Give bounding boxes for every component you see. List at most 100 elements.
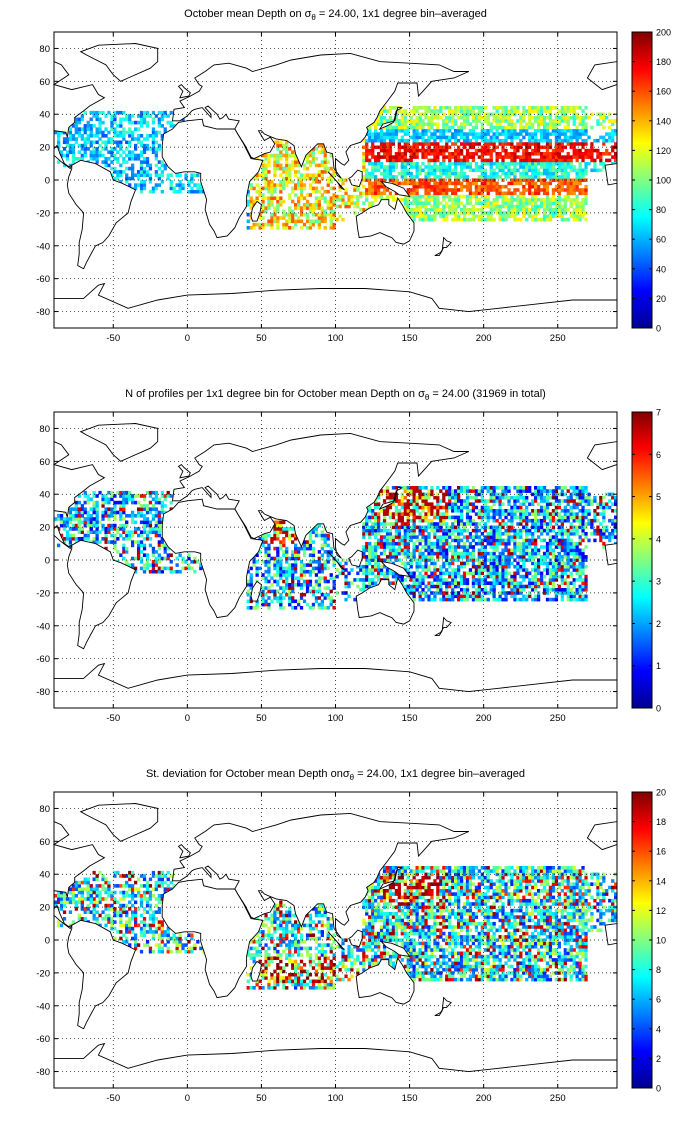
data-cell xyxy=(374,541,378,546)
data-cell xyxy=(421,214,425,219)
data-cell xyxy=(460,528,464,533)
data-cell xyxy=(540,115,544,120)
data-cell xyxy=(95,517,99,521)
data-cell xyxy=(457,217,461,222)
data-cell xyxy=(89,140,93,145)
data-cell xyxy=(400,561,404,566)
data-cell xyxy=(276,222,280,227)
data-cell xyxy=(400,581,404,585)
data-cell xyxy=(332,226,336,230)
data-cell xyxy=(477,594,481,599)
data-cell xyxy=(347,594,351,599)
data-cell xyxy=(516,168,520,173)
data-cell xyxy=(297,206,301,210)
data-cell xyxy=(353,578,357,582)
data-cell xyxy=(525,165,529,169)
data-cell xyxy=(507,135,511,140)
data-cell xyxy=(468,518,473,523)
data-cell xyxy=(166,490,170,495)
data-cell xyxy=(145,134,150,138)
data-cell xyxy=(332,203,336,207)
data-cell xyxy=(139,530,144,534)
data-cell xyxy=(436,528,440,533)
data-cell xyxy=(477,115,481,120)
data-cell xyxy=(116,510,120,515)
data-cell xyxy=(344,574,348,579)
data-cell xyxy=(403,512,407,516)
data-cell xyxy=(436,175,440,179)
data-cell xyxy=(252,222,256,227)
data-cell xyxy=(451,505,455,510)
data-cell xyxy=(302,203,307,207)
data-cell xyxy=(486,564,490,569)
data-cell xyxy=(371,184,375,189)
data-cell xyxy=(545,191,550,196)
data-cell xyxy=(166,176,170,181)
data-cell xyxy=(397,574,401,579)
data-cell xyxy=(462,208,467,212)
data-cell xyxy=(110,533,114,538)
data-cell xyxy=(362,584,366,589)
data-cell xyxy=(528,135,532,140)
data-cell xyxy=(317,533,321,538)
data-cell xyxy=(113,500,117,505)
data-cell xyxy=(415,208,419,212)
data-cell xyxy=(83,507,87,511)
data-cell xyxy=(560,138,564,143)
data-cell xyxy=(457,564,461,569)
data-cell xyxy=(483,597,487,602)
data-cell xyxy=(542,204,547,209)
data-cell xyxy=(308,209,313,214)
data-cell xyxy=(540,201,544,205)
data-cell xyxy=(504,175,508,179)
data-cell xyxy=(382,551,387,556)
data-cell xyxy=(377,571,381,576)
data-cell xyxy=(525,171,529,176)
data-cell xyxy=(154,490,158,495)
data-cell xyxy=(267,602,271,607)
data-cell xyxy=(157,540,161,544)
data-cell xyxy=(462,122,467,126)
data-cell xyxy=(563,138,567,143)
data-cell xyxy=(377,522,381,526)
data-cell xyxy=(457,181,461,186)
data-cell xyxy=(457,152,461,156)
data-cell xyxy=(279,180,283,184)
data-cell xyxy=(465,588,470,592)
data-cell xyxy=(397,181,401,186)
data-cell xyxy=(273,196,277,200)
data-cell xyxy=(439,132,443,136)
data-cell xyxy=(163,556,167,561)
data-cell xyxy=(249,599,253,604)
data-cell xyxy=(451,217,455,222)
data-cell xyxy=(302,553,307,557)
data-cell xyxy=(163,504,167,508)
data-cell xyxy=(531,148,535,153)
data-cell xyxy=(371,138,375,143)
data-cell xyxy=(454,545,458,549)
data-cell xyxy=(584,198,588,202)
data-cell xyxy=(483,145,487,150)
data-cell xyxy=(400,578,404,582)
data-cell xyxy=(406,181,410,186)
data-cell xyxy=(131,494,135,498)
data-cell xyxy=(92,537,96,541)
data-cell xyxy=(371,581,375,585)
data-cell xyxy=(314,573,319,577)
data-cell xyxy=(415,505,419,510)
data-cell xyxy=(566,171,570,176)
coastline-new-zealand xyxy=(434,236,452,257)
data-cell xyxy=(415,142,419,146)
data-cell xyxy=(151,517,156,521)
data-cell xyxy=(430,119,434,123)
data-cell xyxy=(314,173,319,177)
data-cell xyxy=(101,494,105,498)
data-cell xyxy=(107,150,111,154)
data-cell xyxy=(394,122,399,126)
data-cell xyxy=(270,203,274,207)
data-cell xyxy=(442,545,446,549)
data-cell xyxy=(317,199,321,204)
data-cell xyxy=(468,541,473,546)
data-cell xyxy=(486,568,490,572)
data-cell xyxy=(122,507,126,511)
